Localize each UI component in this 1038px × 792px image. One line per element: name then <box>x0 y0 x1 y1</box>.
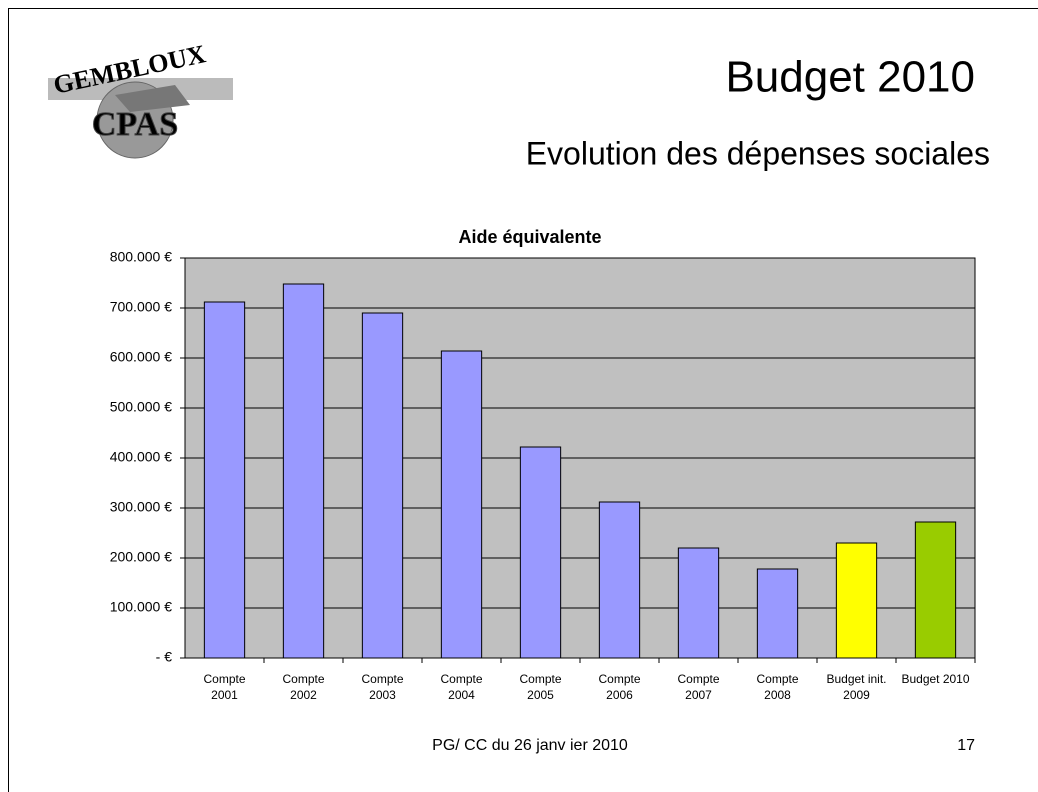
bar <box>519 446 562 659</box>
y-tick-label: 400.000 € <box>110 449 172 465</box>
bar <box>361 312 404 659</box>
slide-frame <box>8 8 1038 792</box>
bar <box>756 568 799 659</box>
slide-subtitle: Evolution des dépenses sociales <box>526 135 990 171</box>
bar <box>677 547 720 659</box>
y-tick-label: 500.000 € <box>110 399 172 415</box>
bar <box>835 542 878 659</box>
x-tick-label: Compte 2002 <box>282 672 325 702</box>
x-tick-label: Compte 2001 <box>203 672 246 702</box>
x-tick-label: Budget init. 2009 <box>826 672 887 702</box>
bar <box>598 501 641 659</box>
x-tick-label: Compte 2007 <box>677 672 720 702</box>
y-tick-label: 100.000 € <box>110 599 172 615</box>
y-tick-label: 200.000 € <box>110 549 172 565</box>
bar <box>282 283 325 659</box>
y-tick-label: 300.000 € <box>110 499 172 515</box>
y-tick-label: 700.000 € <box>110 299 172 315</box>
x-tick-label: Compte 2005 <box>519 672 562 702</box>
logo-text: CPAS <box>92 106 178 143</box>
bar <box>440 350 483 659</box>
x-tick-label: Compte 2004 <box>440 672 483 702</box>
page-number: 17 <box>957 737 975 754</box>
y-tick-label: - € <box>156 649 173 665</box>
x-tick-label: Compte 2006 <box>598 672 641 702</box>
x-tick-label: Compte 2008 <box>756 672 799 702</box>
x-tick-label: Compte 2003 <box>361 672 404 702</box>
y-tick-label: 600.000 € <box>110 349 172 365</box>
chart-title: Aide équivalente <box>458 227 601 247</box>
slide-title: Budget 2010 <box>725 53 975 102</box>
bar <box>203 301 246 659</box>
x-tick-label: Budget 2010 <box>901 672 970 686</box>
y-tick-label: 800.000 € <box>110 249 172 265</box>
bar <box>914 521 957 659</box>
footer: PG/ CC du 26 janv ier 2010 <box>432 737 628 754</box>
logo: GEMBLOUX CPAS <box>48 39 233 159</box>
